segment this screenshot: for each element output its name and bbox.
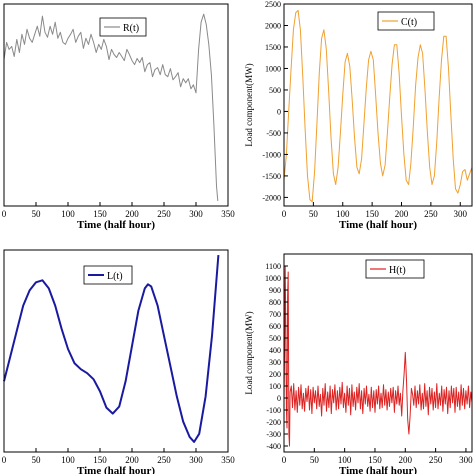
series-line-H (283, 265, 473, 447)
x-tick-label: 250 (157, 209, 171, 219)
x-tick-label: 100 (61, 209, 75, 219)
x-tick-label: 250 (157, 455, 171, 465)
x-tick-label: 0 (2, 209, 7, 219)
y-tick-label: -2000 (262, 193, 281, 202)
legend-label: R(t) (123, 23, 139, 34)
x-axis-label: Time (half hour) (339, 465, 417, 474)
x-tick-label: 300 (459, 455, 473, 465)
y-tick-label: 1000 (265, 64, 281, 73)
chart-panel-L: 0 50 100 150 200 250 300 350 Time (half hour) L(t… (2, 249, 235, 474)
plot-frame (283, 3, 473, 207)
legend-label: H(t) (389, 265, 406, 276)
legend-box (99, 17, 147, 37)
x-tick-label: 100 (61, 455, 75, 465)
x-axis-label: Time (half hour) (339, 219, 417, 231)
x-tick-label: 300 (189, 209, 203, 219)
y-tick-label: 2500 (265, 0, 281, 9)
y-tick-label: 1100 (265, 262, 281, 271)
y-tick-label: -1000 (262, 150, 281, 159)
y-tick-label: -300 (266, 430, 281, 439)
y-tick-label: 300 (269, 358, 281, 367)
legend-box (365, 259, 425, 279)
y-tick-label: 0 (277, 394, 281, 403)
y-axis-label: Load component(MW) (244, 311, 254, 394)
x-tick-label: 250 (429, 455, 443, 465)
chart-panel-R: 0 50 100 150 200 250 300 350 Time (half hour) R(t… (2, 3, 235, 231)
x-tick-label: 0 (2, 455, 7, 465)
y-tick-label: 1000 (265, 274, 281, 283)
y-tick-label: -500 (266, 129, 281, 138)
x-tick-label: 50 (32, 455, 42, 465)
x-tick-label: 0 (282, 455, 287, 465)
x-tick-label: 200 (125, 209, 139, 219)
x-tick-label: 300 (454, 209, 468, 219)
legend-box (377, 11, 435, 31)
x-tick-label: 0 (282, 209, 287, 219)
x-tick-label: 150 (365, 209, 379, 219)
y-tick-label: 500 (269, 334, 281, 343)
y-tick-label: 2000 (265, 21, 281, 30)
y-tick-label: 100 (269, 382, 281, 391)
x-tick-label: 150 (368, 455, 382, 465)
y-tick-label: -1500 (262, 172, 281, 181)
x-tick-label: 350 (221, 455, 235, 465)
y-axis-label: Load component(MW) (244, 63, 254, 146)
legend: L(t) (83, 265, 133, 285)
x-tick-label: 250 (424, 209, 438, 219)
chart-panel-C: 0 50 100 150 200 250 300 -2000 -1500 -1000 -500 0 50… (244, 0, 473, 231)
x-tick-label: 100 (336, 209, 350, 219)
y-tick-label: 500 (269, 86, 281, 95)
legend: H(t) (365, 259, 425, 279)
y-tick-label: 700 (269, 310, 281, 319)
x-axis-label: Time (half hour) (77, 465, 155, 474)
plot-frame (3, 249, 229, 453)
x-tick-label: 50 (309, 209, 319, 219)
x-tick-label: 200 (395, 209, 409, 219)
series-line-R (3, 13, 219, 201)
y-tick-label: 0 (277, 107, 281, 116)
y-tick-label: -400 (266, 442, 281, 451)
y-tick-label: -200 (266, 418, 281, 427)
y-tick-label: 800 (269, 298, 281, 307)
x-tick-label: 200 (125, 455, 139, 465)
y-tick-label: 1500 (265, 43, 281, 52)
series-line-C (283, 9, 473, 203)
x-tick-label: 200 (399, 455, 413, 465)
y-tick-label: 400 (269, 346, 281, 355)
legend-box (83, 265, 133, 285)
legend-label: L(t) (107, 271, 123, 282)
y-tick-label: -100 (266, 406, 281, 415)
plot-frame (3, 3, 229, 207)
x-tick-label: 150 (93, 209, 107, 219)
legend: C(t) (377, 11, 435, 31)
y-tick-label: 900 (269, 286, 281, 295)
plot-frame (283, 253, 473, 453)
x-tick-label: 100 (338, 455, 352, 465)
series-line-L (3, 255, 220, 443)
x-tick-label: 300 (189, 455, 203, 465)
x-tick-label: 350 (221, 209, 235, 219)
x-tick-label: 150 (93, 455, 107, 465)
x-tick-label: 50 (32, 209, 42, 219)
x-axis-label: Time (half hour) (77, 219, 155, 231)
y-tick-label: 600 (269, 322, 281, 331)
legend-label: C(t) (401, 17, 417, 28)
x-tick-label: 50 (310, 455, 320, 465)
chart-panel-H: 0 50 100 150 200 250 300 -400 -300 -200 -100 0 100 20… (244, 253, 473, 474)
y-tick-label: 200 (269, 370, 281, 379)
legend: R(t) (99, 17, 147, 37)
